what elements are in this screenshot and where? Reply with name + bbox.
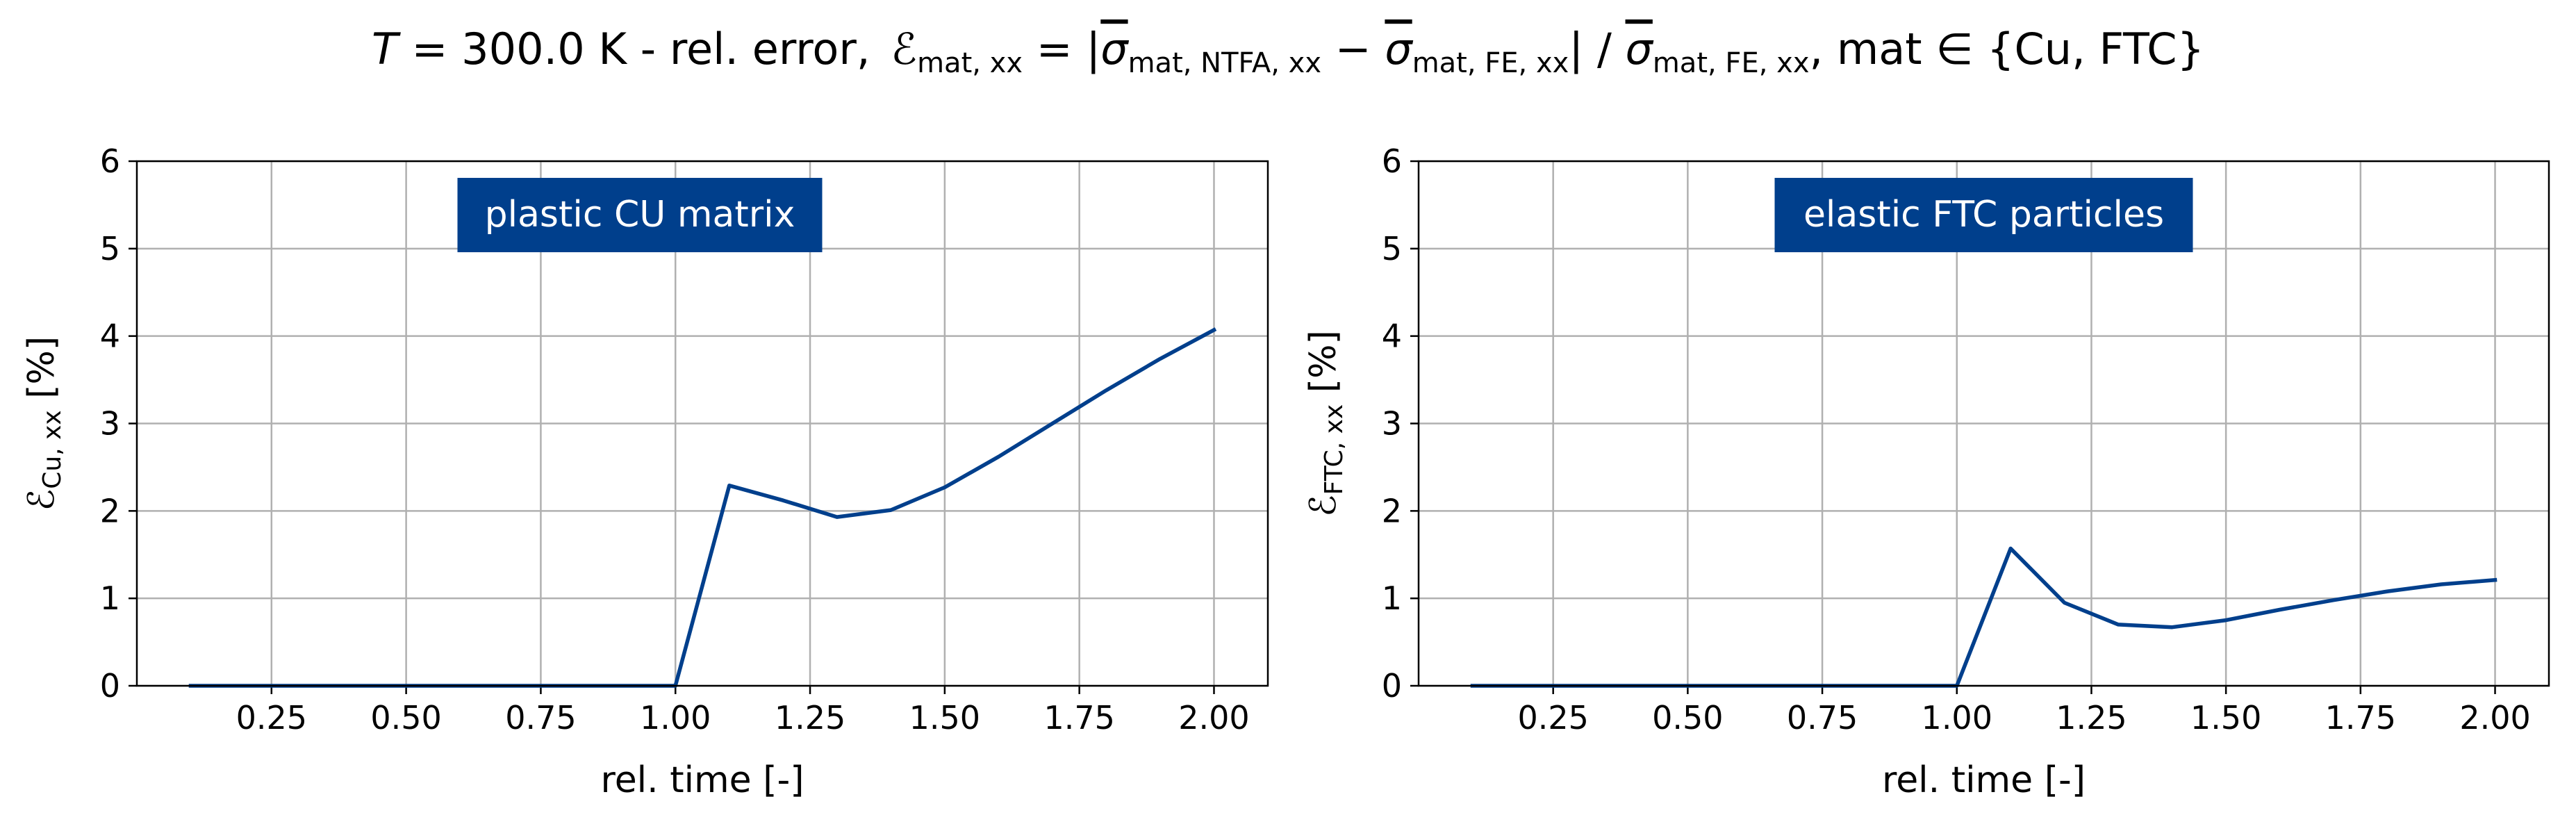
x-tick-label: 1.50 [2190,699,2261,737]
y-tick-label: 4 [100,318,120,355]
series-line [1470,546,2497,688]
x-axis-label: rel. time [-] [1882,759,2086,801]
x-tick-label: 2.00 [1178,699,1249,737]
x-tick-label: 1.50 [909,699,980,737]
x-tick-label: 1.75 [1043,699,1114,737]
annotation-label: plastic CU matrix [485,194,795,236]
x-axis-label: rel. time [-] [600,759,804,801]
title-eps-sub: mat, xx [917,47,1023,79]
x-tick-label: 0.25 [1517,699,1588,737]
x-tick-label: 1.00 [1922,699,1992,737]
annotation-box [1774,178,2193,252]
title-sigma-1: σ [1100,24,1129,74]
title-eq: = | [1023,24,1100,75]
title-sub-fe: mat, FE, xx [1412,47,1569,79]
x-tick-label: 0.50 [1652,699,1723,737]
title-minus: − [1321,24,1385,74]
x-tick-label: 0.75 [1787,699,1858,737]
x-tick-label: 0.50 [370,699,441,737]
axes-frame [135,160,1269,687]
annotation-box [457,178,823,252]
y-tick-label: 2 [100,492,120,529]
y-tick-label: 2 [1382,492,1402,529]
chart-panel-cu: 0.25 0.50 0.75 1.00 1.25 1.50 1.75 2.00 0 1 2 3 4 5 6 p… [21,142,1269,801]
title-sub-ntfa: mat, NTFA, xx [1128,47,1321,79]
y-tick-label: 6 [100,142,120,180]
y-tick-label: 1 [100,579,120,617]
x-tick-label: 2.00 [2459,699,2530,737]
x-tick-label: 1.00 [640,699,711,737]
y-axis-unit: [%] [21,336,63,411]
y-axis-symbol: ℰ [1303,495,1344,516]
y-tick-label: 6 [1382,142,1402,180]
y-tick-label: 3 [1382,405,1402,443]
x-tick-label: 1.75 [2325,699,2396,737]
series-line [188,327,1217,688]
title-sub-fe-2: mat, FE, xx [1653,47,1810,79]
axes-frame [1417,160,2550,687]
y-axis-symbol: ℰ [21,489,63,511]
annotation-label: elastic FTC particles [1803,194,2164,236]
title-t-symbol: T [372,24,401,74]
y-tick-label: 0 [1382,667,1402,705]
title-set: , mat ∈ {Cu, FTC} [1810,24,2205,74]
y-axis-label: ℰFTC, xx [%] [1303,330,1348,517]
figure-title: T = 300.0 K - rel. error, ℰmat, xx = |σma… [372,24,2204,79]
y-tick-label: 5 [1382,230,1402,268]
y-tick-label: 3 [100,405,120,443]
y-axis-subscript: Cu, xx [38,410,67,488]
x-tick-label: 0.25 [236,699,307,737]
title-sigma-2: σ [1385,24,1413,74]
x-tick-label: 1.25 [775,699,845,737]
y-tick-label: 1 [1382,579,1402,617]
title-slash: | / [1569,24,1625,75]
y-axis-subscript: FTC, xx [1320,404,1348,495]
chart-panel-ftc: 0.25 0.50 0.75 1.00 1.25 1.50 1.75 2.00 0 1 2 3 4 5 6 e… [1303,142,2550,801]
y-axis-label: ℰCu, xx [%] [21,336,67,511]
title-temperature: = 300.0 K - rel. error, [398,24,870,74]
x-tick-label: 0.75 [505,699,576,737]
y-tick-label: 5 [100,230,120,268]
title-sigma-3: σ [1626,24,1654,74]
y-axis-unit: [%] [1303,330,1344,404]
y-tick-label: 4 [1382,318,1402,355]
y-tick-label: 0 [100,667,120,705]
x-tick-label: 1.25 [2056,699,2127,737]
title-eps-symbol: ℰ [891,24,918,74]
